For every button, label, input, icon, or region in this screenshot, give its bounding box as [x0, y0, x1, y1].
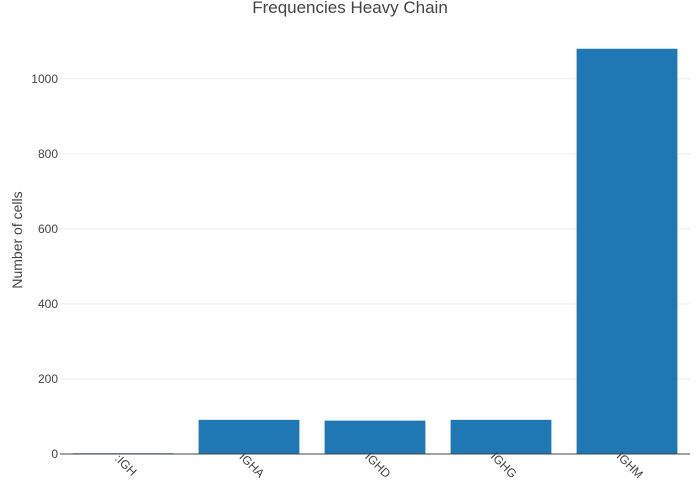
bar-igha[interactable] — [198, 419, 300, 454]
y-tick-label: 600 — [38, 222, 58, 236]
y-tick-label: 400 — [38, 297, 58, 311]
bar-ighg[interactable] — [450, 419, 552, 454]
y-tick-label: 1000 — [31, 72, 58, 86]
y-axis-ticks: 0 200 400 600 800 1000 — [31, 72, 58, 461]
chart-title: Frequencies Heavy Chain — [252, 0, 448, 17]
bars — [72, 48, 678, 455]
y-tick-label: 0 — [51, 447, 58, 461]
y-tick-label: 200 — [38, 372, 58, 386]
y-tick-label: 800 — [38, 147, 58, 161]
bar-ighm[interactable] — [576, 48, 678, 455]
y-axis-title: Number of cells — [9, 191, 25, 288]
bar-ighd[interactable] — [324, 420, 426, 454]
x-tick-label: :IGH — [112, 451, 139, 478]
